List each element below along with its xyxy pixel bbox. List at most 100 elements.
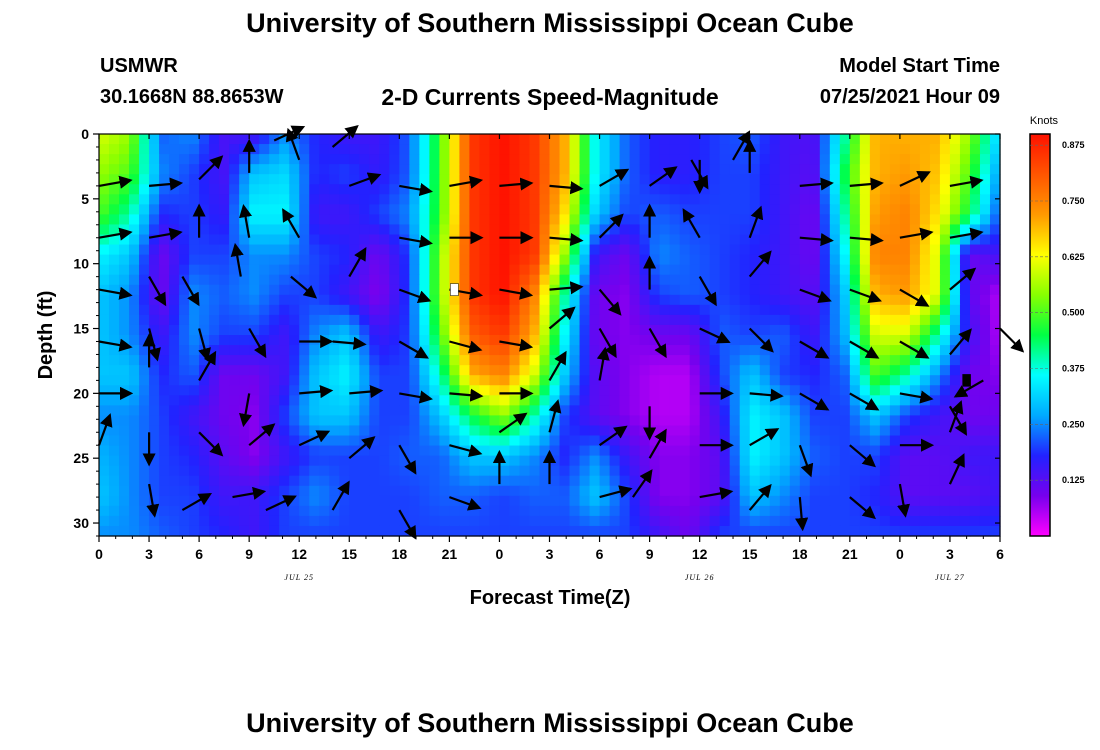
heatmap-cell	[209, 274, 220, 286]
heatmap-cell	[449, 465, 460, 477]
heatmap-cell	[839, 445, 851, 457]
heatmap-cell	[929, 375, 941, 386]
heatmap-cell	[249, 224, 260, 236]
heatmap-cell	[899, 254, 911, 266]
heatmap-cell	[419, 164, 430, 175]
heatmap-cell	[579, 495, 591, 507]
heatmap-cell	[469, 234, 481, 246]
current-arrow	[799, 232, 834, 247]
heatmap-cell	[219, 284, 230, 296]
heatmap-cell	[499, 515, 511, 527]
heatmap-cell	[509, 184, 521, 195]
heatmap-cell	[449, 134, 460, 145]
heatmap-cell	[529, 264, 541, 276]
heatmap-cell	[609, 375, 621, 386]
heatmap-cell	[509, 375, 521, 386]
heatmap-cell	[639, 355, 651, 366]
heatmap-cell	[809, 214, 821, 226]
heatmap-cell	[799, 264, 811, 276]
heatmap-cell	[399, 194, 410, 205]
heatmap-cell	[489, 385, 501, 396]
heatmap-cell	[789, 194, 801, 205]
heatmap-cell	[309, 324, 320, 336]
heatmap-cell	[359, 294, 370, 306]
heatmap-cell	[479, 264, 491, 276]
current-arrow	[98, 227, 133, 241]
x-tick-label: 15	[341, 546, 357, 562]
heatmap-cell	[459, 144, 471, 155]
heatmap-cell	[649, 455, 661, 467]
heatmap-cell	[239, 174, 250, 185]
heatmap-cell	[599, 375, 611, 386]
heatmap-cell	[519, 485, 531, 497]
heatmap-cell	[109, 144, 120, 155]
heatmap-cell	[189, 194, 200, 205]
heatmap-cell	[379, 405, 390, 416]
heatmap-cell	[219, 144, 230, 155]
heatmap-cell	[369, 405, 380, 416]
heatmap-cell	[969, 485, 981, 497]
heatmap-cell	[179, 365, 190, 376]
heatmap-cell	[379, 274, 390, 286]
heatmap-cell	[619, 234, 631, 246]
heatmap-cell	[889, 515, 901, 527]
heatmap-cell	[699, 154, 711, 165]
heatmap-cell	[869, 284, 881, 296]
heatmap-cell	[309, 314, 320, 326]
heatmap-cell	[159, 455, 170, 467]
heatmap-cell	[289, 284, 300, 296]
heatmap-cell	[689, 144, 701, 155]
heatmap-cell	[549, 485, 561, 497]
heatmap-cell	[579, 345, 591, 356]
heatmap-cell	[719, 345, 731, 356]
heatmap-cell	[339, 284, 350, 296]
heatmap-cell	[759, 314, 771, 326]
heatmap-cell	[709, 304, 721, 316]
heatmap-cell	[369, 345, 380, 356]
heatmap-cell	[449, 294, 460, 306]
heatmap-cell	[339, 445, 350, 457]
heatmap-cell	[249, 194, 260, 205]
current-arrow	[799, 392, 830, 411]
heatmap-cell	[369, 284, 380, 296]
heatmap-cell	[209, 465, 220, 477]
heatmap-cell	[259, 435, 270, 447]
heatmap-cell	[619, 204, 631, 215]
heatmap-cell	[539, 164, 551, 175]
heatmap-cell	[549, 475, 561, 487]
heatmap-cell	[859, 445, 871, 457]
heatmap-cell	[549, 254, 561, 266]
heatmap-cell	[509, 335, 521, 346]
heatmap-cell	[289, 184, 300, 195]
heatmap-cell	[479, 355, 491, 366]
heatmap-cell	[369, 264, 380, 276]
heatmap-cell	[659, 335, 671, 346]
heatmap-cell	[679, 475, 691, 487]
heatmap-cell	[519, 304, 531, 316]
x-tick-label: 9	[245, 546, 253, 562]
heatmap-cell	[429, 204, 440, 215]
heatmap-cell	[989, 174, 1001, 185]
heatmap-cell	[719, 455, 731, 467]
heatmap-cell	[329, 405, 340, 416]
heatmap-cell	[409, 174, 420, 185]
heatmap-cell	[389, 174, 400, 185]
heatmap-cell	[219, 395, 230, 406]
heatmap-cell	[799, 485, 811, 497]
heatmap-cell	[189, 525, 200, 537]
heatmap-cell	[919, 134, 931, 145]
heatmap-cell	[359, 515, 370, 527]
current-arrow	[899, 288, 930, 307]
heatmap-cell	[969, 445, 981, 457]
heatmap-cell	[679, 264, 691, 276]
heatmap-cell	[709, 465, 721, 477]
heatmap-cell	[929, 134, 941, 145]
heatmap-cell	[749, 184, 761, 195]
heatmap-cell	[409, 475, 420, 487]
heatmap-cell	[899, 264, 911, 276]
heatmap-cell	[879, 284, 891, 296]
heatmap-cell	[279, 244, 290, 256]
heatmap-cell	[759, 264, 771, 276]
heatmap-cell	[869, 515, 881, 527]
heatmap-cell	[669, 244, 681, 256]
